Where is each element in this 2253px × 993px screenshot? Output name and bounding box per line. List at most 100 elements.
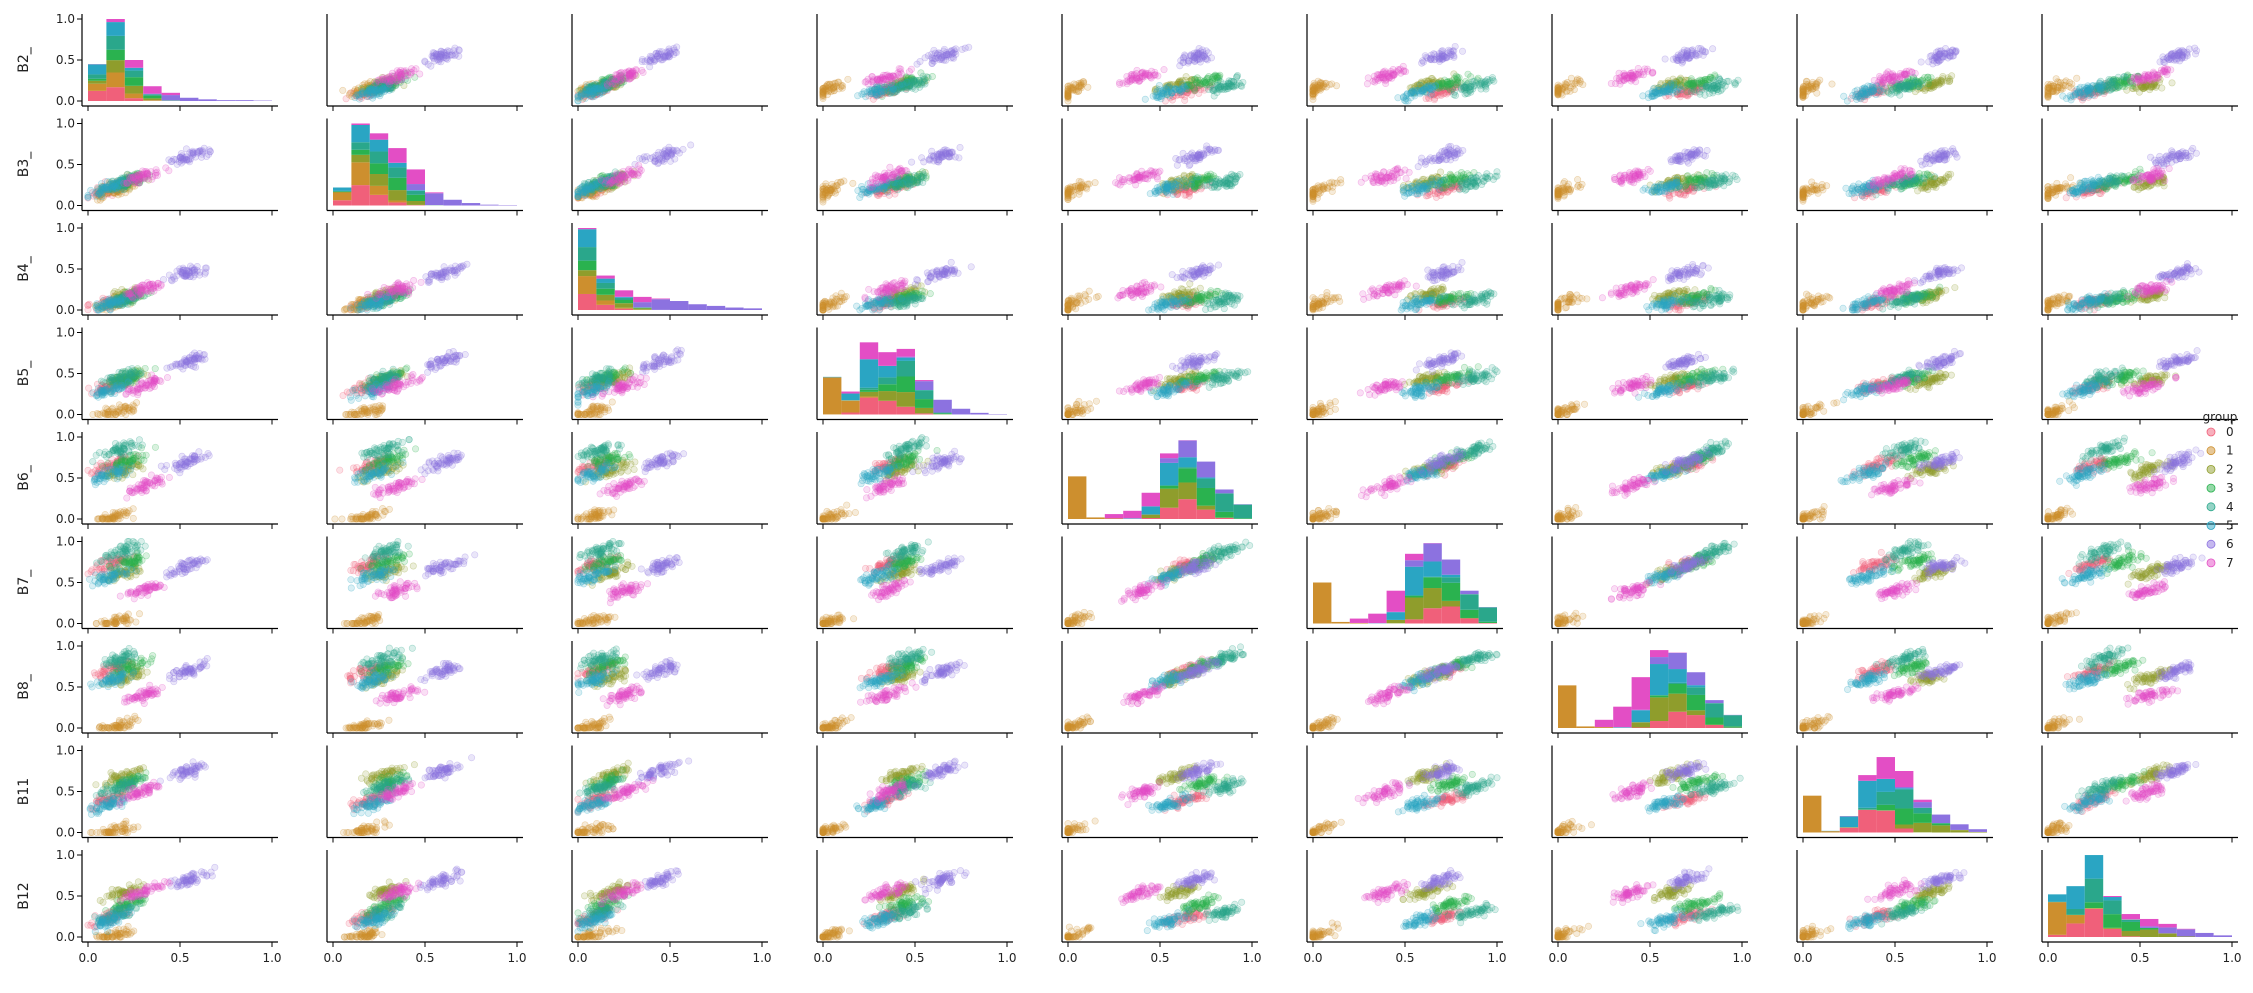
hist-bar-b3-bin8-group6 [480,204,499,206]
point-group0 [358,94,366,102]
hist-bar-b3-bin2-group5 [369,139,389,152]
hist-bar-b3-bin4-group4 [406,190,425,195]
point-group0 [375,86,383,94]
hist-bar-b3-bin3-group5 [388,162,407,168]
point-group0 [362,88,370,96]
point-group5 [860,188,868,196]
point-group6 [1448,50,1456,58]
point-group0 [363,92,371,100]
point-group5 [106,181,114,189]
panel-b2-vs-b3 [326,14,523,111]
point-group6 [941,146,949,154]
point-group0 [376,81,384,89]
panel-b2-vs-b7 [1306,14,1503,111]
point-group6 [928,59,936,67]
hist-bar-b3-bin1-group0 [351,185,370,206]
scatter-points [1799,45,1960,105]
point-group2 [2168,79,2176,87]
hist-bar-b2-bin3-group3 [143,95,162,99]
hist-bar-b2-bin0-group4 [88,74,107,79]
hist-bar-b2-bin1-group2 [106,60,125,73]
point-group1 [1562,81,1570,89]
panel-b2-vs-b2: 0.00.51.0B2_ [16,12,278,111]
point-group1 [2068,80,2076,88]
hist-bar-b2-bin8-group6 [235,100,254,101]
point-group0 [365,87,373,95]
hist-bar-b3-bin4-group6 [406,184,425,191]
point-group7 [869,79,877,87]
point-group0 [364,88,372,96]
point-group2 [1934,76,1942,84]
point-group5 [1670,79,1678,87]
point-group5 [378,86,386,94]
point-group0 [364,87,372,95]
point-group1 [835,78,843,86]
hist-bar-b3-bin2-group4 [369,151,389,164]
point-group7 [123,179,131,187]
point-group6 [666,157,674,165]
point-group6 [2193,47,2201,55]
point-group6 [1697,45,1705,53]
point-group5 [585,91,593,99]
point-group6 [1200,52,1208,60]
point-group1 [1333,82,1341,90]
point-group5 [1669,89,1677,97]
hist-bar-b3-bin0-group4 [333,190,352,192]
point-group7 [1151,71,1159,79]
point-group5 [574,190,582,198]
point-group6 [652,152,660,160]
hist-bar-b3-bin1-group3 [351,149,370,155]
point-group5 [1431,82,1439,90]
point-group7 [1142,71,1150,79]
point-group6 [172,156,180,164]
panel-b2-vs-b5 [816,14,1013,111]
hist-bar-b3-bin0-group0 [333,200,352,206]
point-group6 [945,153,953,161]
point-group7 [412,65,420,73]
point-group5 [1840,92,1848,100]
point-group7 [1363,80,1371,88]
point-group1 [2044,91,2052,99]
hist-bar-b2-bin0-group1 [88,83,107,91]
point-group0 [367,87,375,95]
y-tick-label: 0.5 [56,53,75,67]
point-group6 [189,149,197,157]
point-group0 [365,87,373,95]
point-group6 [442,54,450,62]
point-group4 [894,186,902,194]
point-group5 [1650,85,1658,93]
point-group7 [886,163,894,171]
point-group7 [631,170,639,178]
point-group0 [381,83,389,91]
point-group5 [2084,86,2092,94]
point-group5 [1399,93,1407,101]
point-group7 [886,73,894,81]
point-group1 [1316,86,1324,94]
hist-bar-b2-bin1-group7 [106,19,125,23]
hist-bar-b3-bin7-group6 [461,203,481,206]
hist-bar-b2-bin1-group0 [106,87,125,101]
point-group7 [1620,69,1628,77]
point-group7 [635,162,643,170]
hist-bar-b2-bin4-group6 [161,95,180,101]
point-group5 [1662,88,1670,96]
point-group7 [2134,74,2142,82]
point-group6 [948,48,956,56]
hist-bar-b3-bin0-group2 [333,191,352,193]
point-group6 [1925,58,1933,66]
hist-bar-b3-bin3-group7 [388,148,407,163]
hist-bar-b2-bin4-group7 [161,92,180,96]
point-group1 [1828,80,1836,88]
point-group4 [1450,91,1458,99]
point-group5 [854,92,862,100]
point-group7 [2144,77,2152,85]
y-tick-label: 0.5 [56,158,75,172]
point-group5 [877,88,885,96]
hist-bar-b2-bin1-group1 [106,72,125,88]
point-group7 [1160,66,1168,74]
point-group4 [1214,85,1222,93]
point-group5 [1650,92,1658,100]
point-group7 [152,166,160,174]
panel-b2-vs-b12 [2041,14,2238,111]
point-group1 [1554,84,1562,92]
